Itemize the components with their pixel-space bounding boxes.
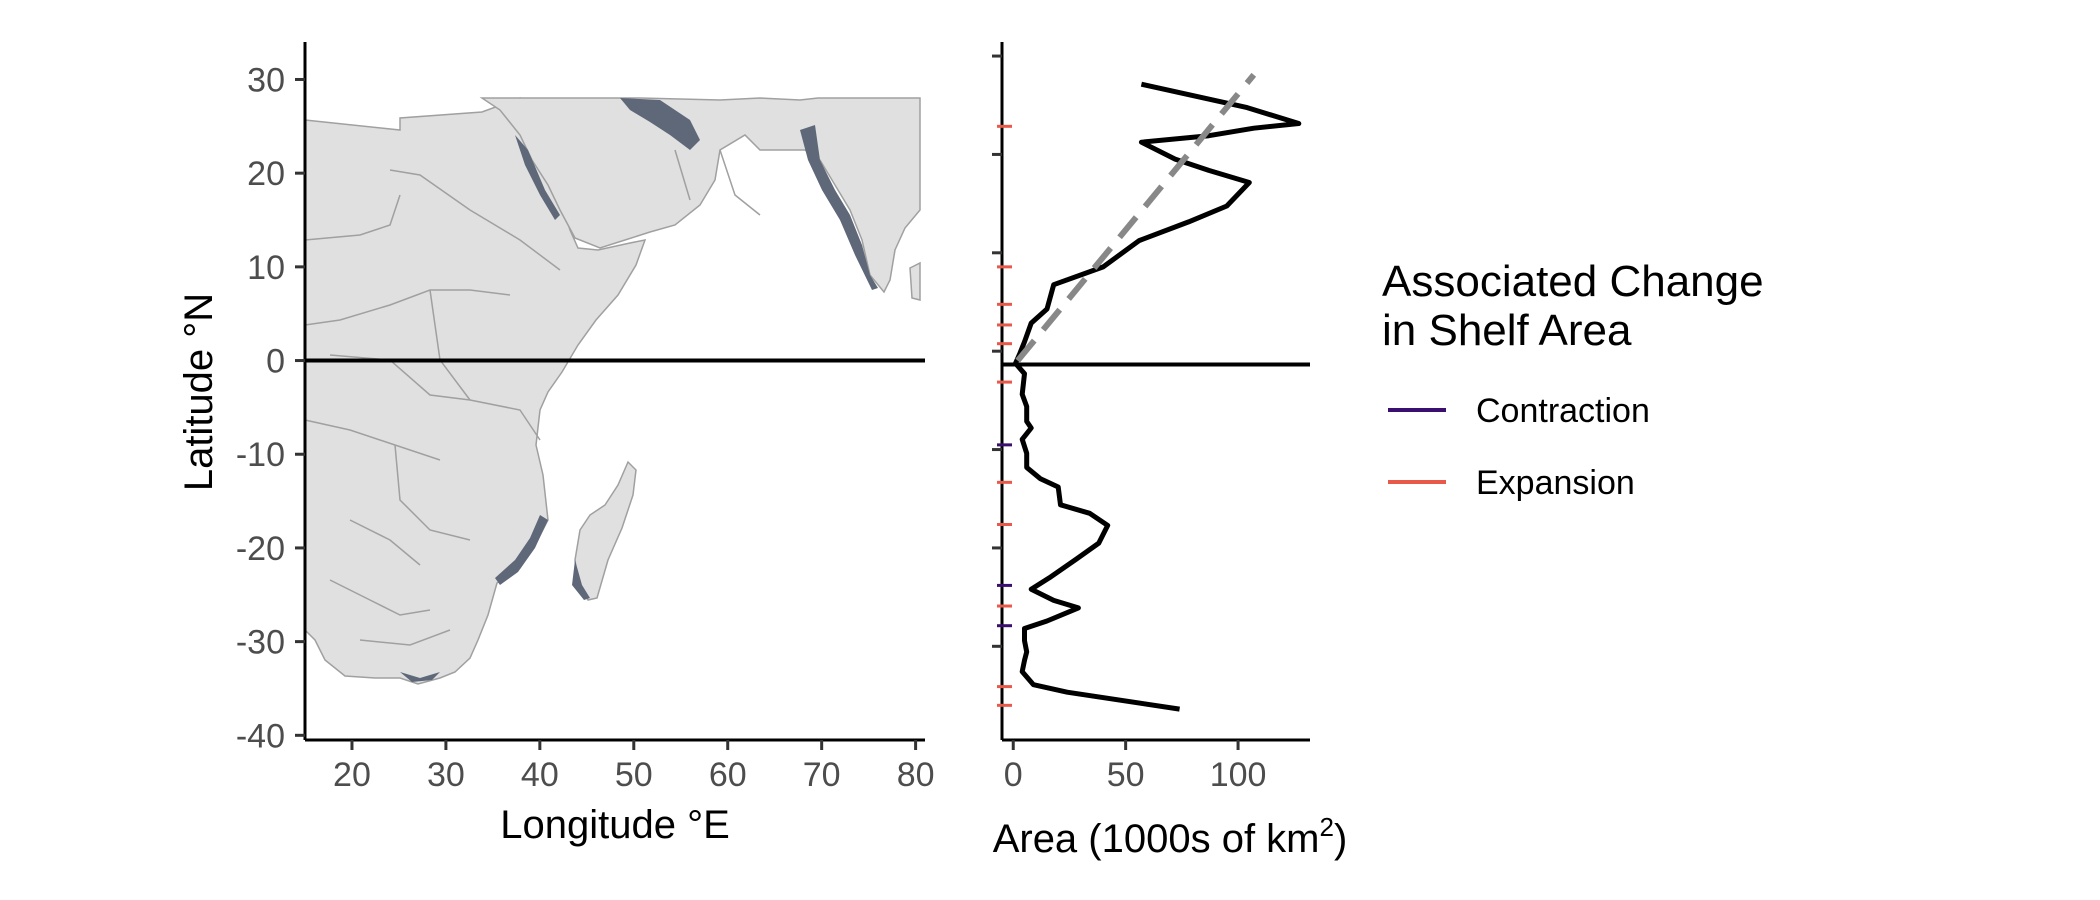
- shelf-mozambique: [495, 515, 548, 585]
- legend: Associated Change in Shelf Area Contract…: [1382, 257, 1764, 502]
- area-profile-line: [1013, 81, 1302, 712]
- area-x-axis-title-superscript: 2: [1320, 812, 1334, 842]
- change-markers: [997, 124, 1012, 707]
- legend-label-expansion: Expansion: [1476, 464, 1635, 502]
- map-y-ticks: 30 20 10 0 -10 -20 -30 -40: [236, 61, 305, 755]
- area-profile-panel: 0 50 100 Area (1000s of km2): [992, 42, 1347, 861]
- area-x-axis-title-suffix: ): [1334, 817, 1347, 861]
- trend-line: [1015, 72, 1257, 363]
- shelf-persian-gulf: [620, 98, 700, 150]
- map-y-tick-label: 10: [247, 249, 285, 287]
- map-land: [304, 97, 921, 685]
- map-x-tick-label: 40: [521, 756, 559, 794]
- legend-title-line2: in Shelf Area: [1382, 306, 1632, 355]
- area-x-axis-title: Area (1000s of km2): [993, 812, 1348, 861]
- map-x-tick-label: 80: [897, 756, 935, 794]
- map-y-tick-label: 30: [247, 61, 285, 99]
- legend-label-contraction: Contraction: [1476, 392, 1650, 430]
- area-x-tick-label: 0: [1004, 756, 1023, 794]
- map-y-tick-label: -20: [236, 530, 285, 568]
- madagascar: [574, 460, 637, 601]
- area-x-tick-label: 100: [1210, 756, 1267, 794]
- area-x-axis-title-main: Area (1000s of km: [993, 817, 1320, 861]
- map-x-tick-label: 30: [427, 756, 465, 794]
- legend-items: Contraction Expansion: [1388, 392, 1650, 502]
- map-y-tick-label: -10: [236, 436, 285, 474]
- map-x-tick-label: 70: [803, 756, 841, 794]
- area-series: [1013, 72, 1302, 712]
- map-y-tick-label: -40: [236, 717, 285, 755]
- map-x-axis-title: Longitude °E: [500, 803, 730, 847]
- map-x-tick-label: 50: [615, 756, 653, 794]
- shelf-india-west: [800, 125, 878, 290]
- map-x-ticks: 20 30 40 50 60 70 80: [333, 740, 935, 794]
- shelf-red-sea: [515, 135, 560, 220]
- area-x-ticks: 0 50 100: [1004, 740, 1267, 794]
- map-x-tick-label: 60: [709, 756, 747, 794]
- map-panel: 20 30 40 50 60 70 80 30 20 10 0 -10 -20 -30 -40 Longi…: [177, 42, 935, 847]
- map-y-axis-title: Latitude °N: [177, 293, 221, 491]
- area-y-ticks: [992, 54, 1002, 648]
- sri-lanka: [909, 261, 921, 301]
- country-borders: [304, 149, 761, 646]
- shelf-madagascar: [572, 560, 590, 600]
- map-y-tick-label: -30: [236, 624, 285, 662]
- shelf-south-africa: [400, 672, 440, 682]
- area-x-tick-label: 50: [1107, 756, 1145, 794]
- map-y-tick-label: 0: [266, 343, 285, 381]
- map-y-tick-label: 20: [247, 155, 285, 193]
- map-x-tick-label: 20: [333, 756, 371, 794]
- legend-title-line1: Associated Change: [1382, 257, 1764, 306]
